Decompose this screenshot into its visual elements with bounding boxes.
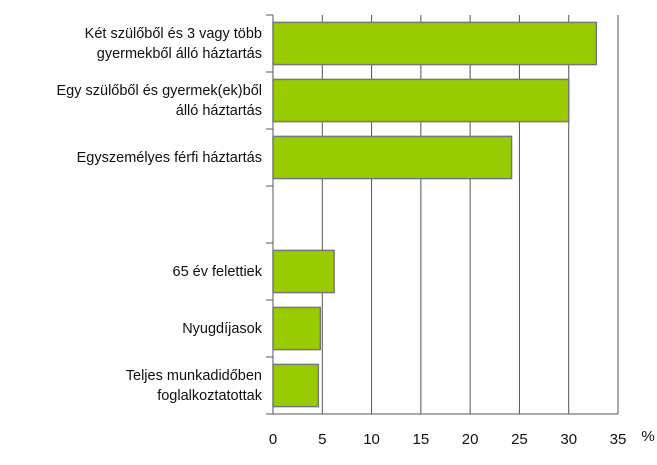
y-tick-label: Teljes munkadidőben foglalkoztatottak [125, 367, 262, 404]
y-tick-label: Egyszemélyes férfi háztartás [76, 149, 262, 166]
x-tick-label: 20 [462, 431, 479, 448]
y-tick-label: 65 év felettiek [172, 263, 262, 280]
y-tick-label: Két szülőből és 3 vagy több gyermekből á… [84, 25, 262, 62]
bar [272, 135, 513, 180]
x-tick-label: 0 [269, 431, 277, 448]
bar [272, 249, 335, 294]
y-tick-label: Egy szülőből és gyermek(ek)ből álló házt… [56, 82, 262, 119]
bar [272, 21, 598, 66]
x-tick-label: 25 [511, 431, 528, 448]
x-tick-label: 10 [363, 431, 380, 448]
bar [272, 363, 320, 408]
bar [272, 78, 570, 123]
x-tick-label: 5 [318, 431, 326, 448]
y-tick-label: Nyugdíjasok [182, 320, 262, 337]
x-tick-label: 35 [610, 431, 627, 448]
bar [272, 306, 322, 351]
x-tick-label: 15 [413, 431, 430, 448]
x-unit: % [641, 428, 654, 445]
x-tick-label: 30 [560, 431, 577, 448]
